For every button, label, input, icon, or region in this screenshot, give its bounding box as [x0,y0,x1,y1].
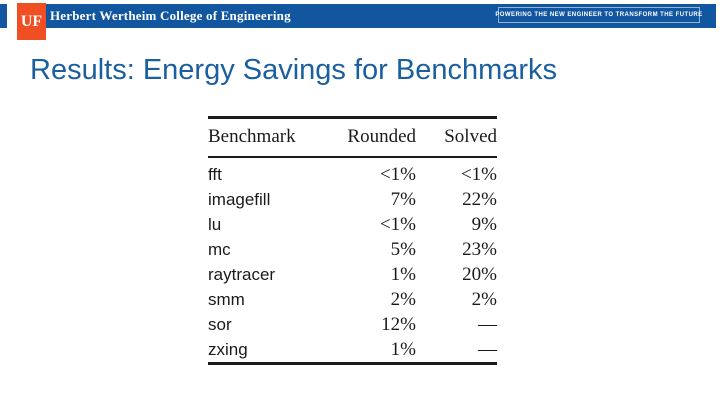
rounded-value-cell: 1% [390,339,416,360]
results-table-container: Benchmark Rounded Solved fft <1% <1% ima… [208,116,497,365]
table-row: zxing 1% — [208,337,497,364]
uf-logo-text: UF [20,12,43,30]
tagline-text: POWERING THE NEW ENGINEER TO TRANSFORM T… [495,12,703,18]
benchmark-name-cell: raytracer [208,265,276,284]
table-row: smm 2% 2% [208,287,497,312]
benchmark-name-cell: fft [208,165,222,184]
benchmark-name-cell: zxing [208,340,248,359]
solved-value-cell: — [478,339,497,360]
table-row: mc 5% 23% [208,237,497,262]
solved-value-cell: 20% [462,264,497,285]
benchmark-name-cell: mc [208,240,231,259]
table-row: sor 12% — [208,312,497,337]
solved-value-cell: <1% [460,164,497,185]
tagline-box: POWERING THE NEW ENGINEER TO TRANSFORM T… [495,7,703,23]
solved-value-cell: 9% [471,214,497,235]
header-bar-gap [7,2,17,30]
college-name: Herbert Wertheim College of Engineering [50,8,291,23]
rounded-value-cell: 7% [390,189,416,210]
header-rounded: Rounded [347,126,416,147]
table-row: raytracer 1% 20% [208,262,497,287]
header-bar [0,4,716,28]
page-title: Results: Energy Savings for Benchmarks [30,54,558,86]
benchmark-name-cell: lu [208,215,222,234]
rounded-value-cell: 5% [390,239,416,260]
benchmark-name-cell: sor [208,315,232,334]
uf-logo: UF [17,3,46,40]
rounded-value-cell: 12% [381,314,416,335]
benchmark-name-cell: imagefill [208,190,271,209]
results-table: Benchmark Rounded Solved fft <1% <1% ima… [208,116,497,365]
solved-value-cell: — [478,314,497,335]
rounded-value-cell: 1% [390,264,416,285]
header-solved: Solved [444,126,497,147]
benchmark-name-cell: smm [208,290,245,309]
table-row: fft <1% <1% [208,157,497,187]
table-row: lu <1% 9% [208,212,497,237]
table-header-row: Benchmark Rounded Solved [208,117,497,157]
rounded-value-cell: 2% [390,289,416,310]
header-benchmark: Benchmark [208,126,296,147]
table-row: imagefill 7% 22% [208,187,497,212]
rounded-value-cell: <1% [379,214,416,235]
solved-value-cell: 22% [462,189,497,210]
solved-value-cell: 23% [462,239,497,260]
rounded-value-cell: <1% [379,164,416,185]
solved-value-cell: 2% [471,289,497,310]
